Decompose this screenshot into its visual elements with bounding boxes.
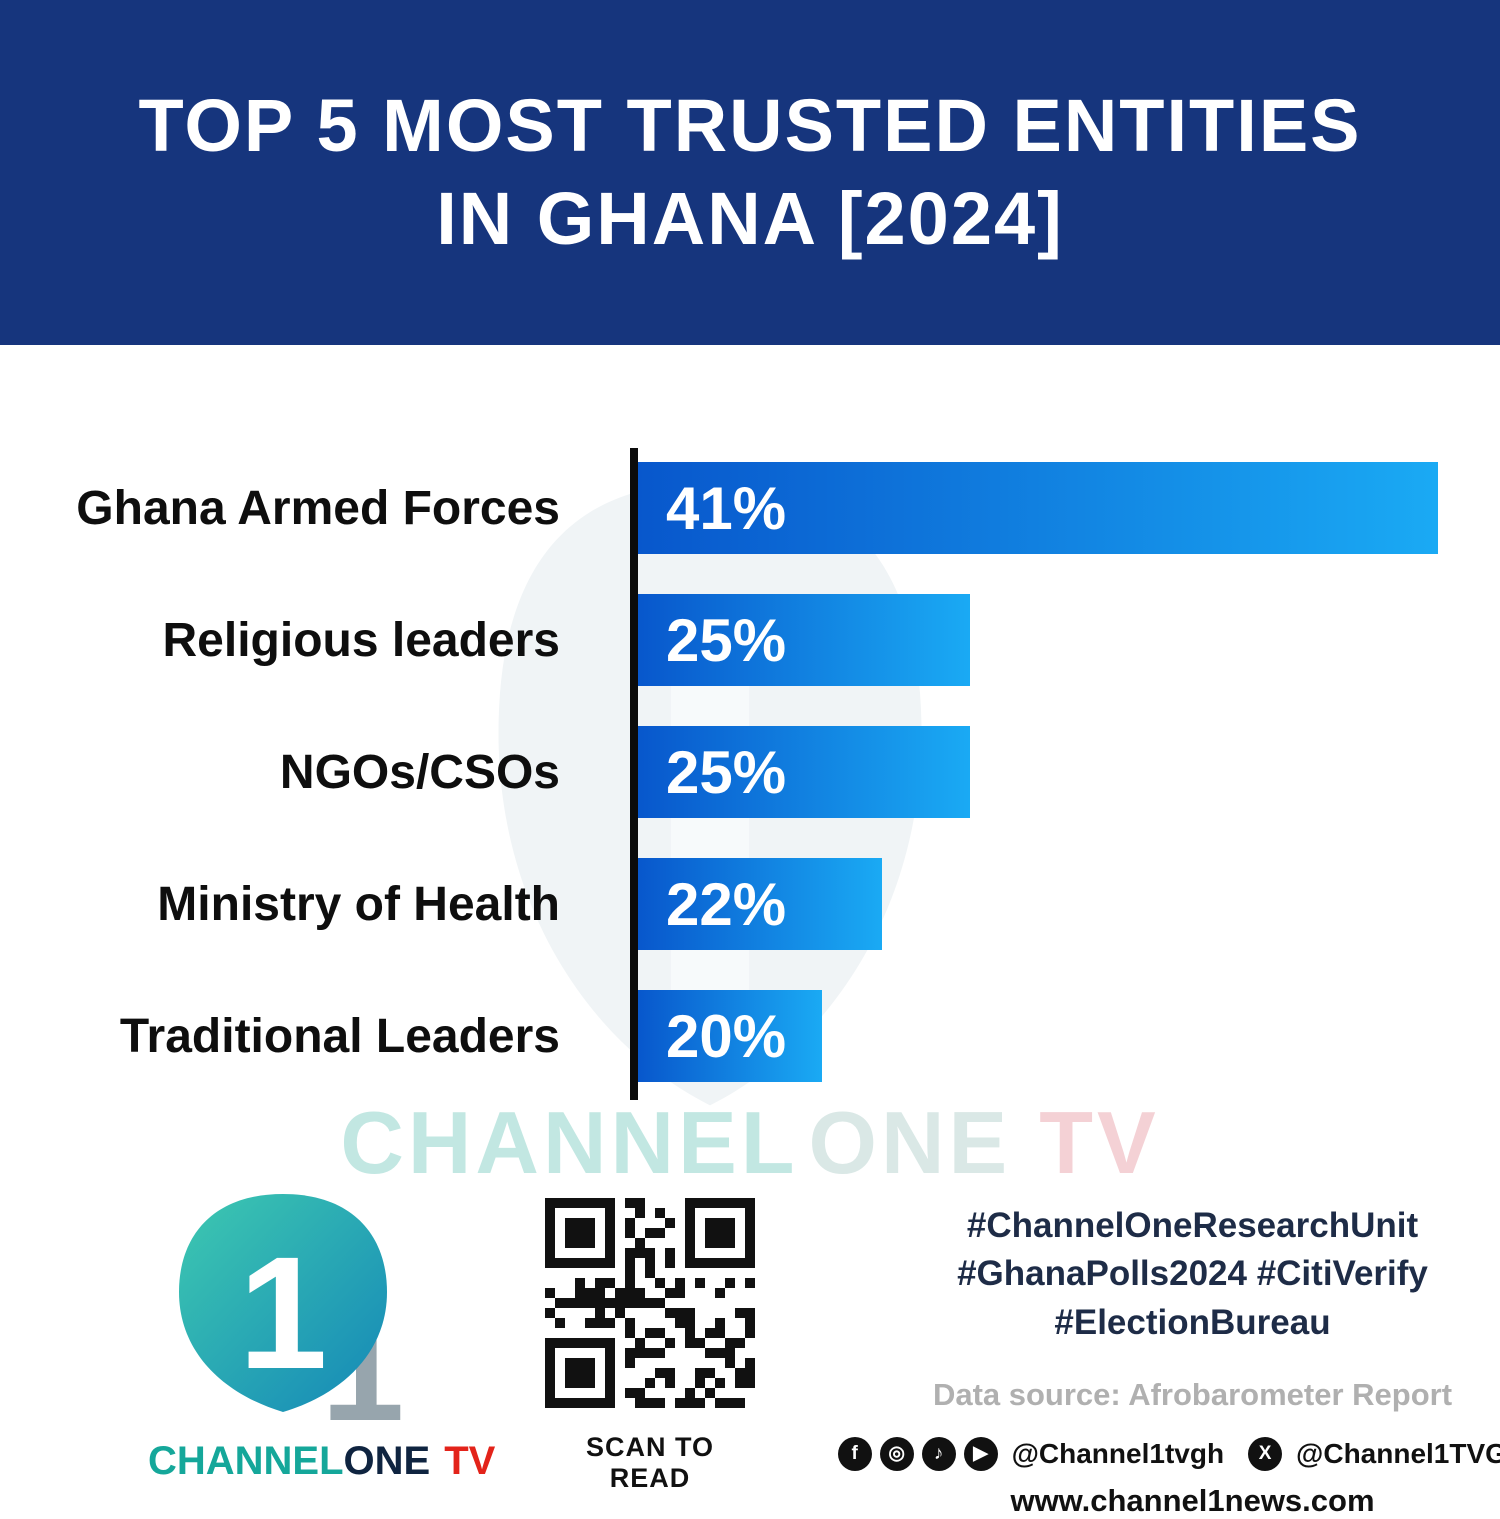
channel-one-logo-block: 1 1 CHANNELONE TV xyxy=(148,1180,495,1484)
page-title-line1: TOP 5 MOST TRUSTED ENTITIES xyxy=(138,84,1362,167)
brand-one: ONE xyxy=(343,1439,431,1483)
bar-value-label: 25% xyxy=(666,606,787,674)
header-banner: TOP 5 MOST TRUSTED ENTITIES IN GHANA [20… xyxy=(0,0,1500,345)
bar: 20% xyxy=(638,990,822,1082)
social-handle-1: @Channel1tvgh xyxy=(1011,1437,1225,1469)
page-title-line2: IN GHANA [2024] xyxy=(436,176,1064,260)
data-source-note: Data source: Afrobarometer Report xyxy=(932,1376,1453,1412)
category-label: Ghana Armed Forces xyxy=(76,481,560,535)
bar-value-label: 22% xyxy=(666,870,787,938)
category-label: Ministry of Health xyxy=(157,877,560,931)
hashtag-line-3: #ElectionBureau xyxy=(1054,1302,1331,1342)
watermark-one: ONE xyxy=(808,1093,1012,1192)
chart-row: NGOs/CSOs 25% xyxy=(0,726,1500,818)
bar-value-label: 25% xyxy=(666,738,787,806)
chart-row: Religious leaders 25% xyxy=(0,594,1500,686)
bar-value-label: 41% xyxy=(666,474,787,542)
qr-code xyxy=(545,1198,755,1408)
website-url: www.channel1news.com xyxy=(1010,1482,1375,1518)
category-label: Traditional Leaders xyxy=(119,1009,560,1063)
bar: 22% xyxy=(638,858,882,950)
bar-chart: Ghana Armed Forces 41% Religious leaders 25… xyxy=(0,462,1500,1082)
hashtag-line-1: #ChannelOneResearchUnit xyxy=(966,1206,1419,1245)
brand-tv: TV xyxy=(444,1439,496,1483)
logo-digit: 1 xyxy=(239,1223,328,1402)
tiktok-icon: ♪ xyxy=(921,1436,956,1471)
chart-row: Ghana Armed Forces 41% xyxy=(0,462,1500,554)
bar: 25% xyxy=(638,726,970,818)
brand-channel: CHANNEL xyxy=(148,1439,344,1483)
channel-one-text-watermark: CHANNEL ONE TV xyxy=(0,1092,1500,1194)
category-label: Religious leaders xyxy=(162,613,560,667)
qr-caption: SCAN TO READ xyxy=(585,1432,714,1493)
brand-wordmark: CHANNELONE TV xyxy=(148,1439,495,1484)
instagram-icon: ◎ xyxy=(879,1436,914,1471)
chart-row: Ministry of Health 22% xyxy=(0,858,1500,950)
watermark-channel: CHANNEL xyxy=(340,1093,799,1192)
bar-value-label: 20% xyxy=(666,1002,787,1070)
watermark-tv: TV xyxy=(1039,1093,1160,1192)
social-row: f ◎ ♪ ▶ @Channel1tvgh X @Channel1TVGHA xyxy=(837,1436,1500,1471)
bar: 41% xyxy=(638,462,1438,554)
category-label: NGOs/CSOs xyxy=(279,745,560,799)
facebook-icon: f xyxy=(837,1436,872,1471)
chart-row: Traditional Leaders 20% xyxy=(0,990,1500,1082)
footer-info-block: #ChannelOneResearchUnit #GhanaPolls2024 … xyxy=(837,1202,1500,1519)
youtube-icon: ▶ xyxy=(963,1436,998,1471)
bar: 25% xyxy=(638,594,970,686)
logo-pick-shape xyxy=(179,1194,387,1412)
channel-one-logo: 1 1 xyxy=(179,1194,404,1452)
chart-axis-line xyxy=(630,448,638,1100)
hashtag-line-2: #GhanaPolls2024 #CitiVerify xyxy=(957,1254,1428,1294)
x-icon: X xyxy=(1248,1436,1283,1471)
qr-block: SCAN TO READ xyxy=(543,1198,757,1494)
social-handle-2: @Channel1TVGHA xyxy=(1296,1437,1500,1469)
